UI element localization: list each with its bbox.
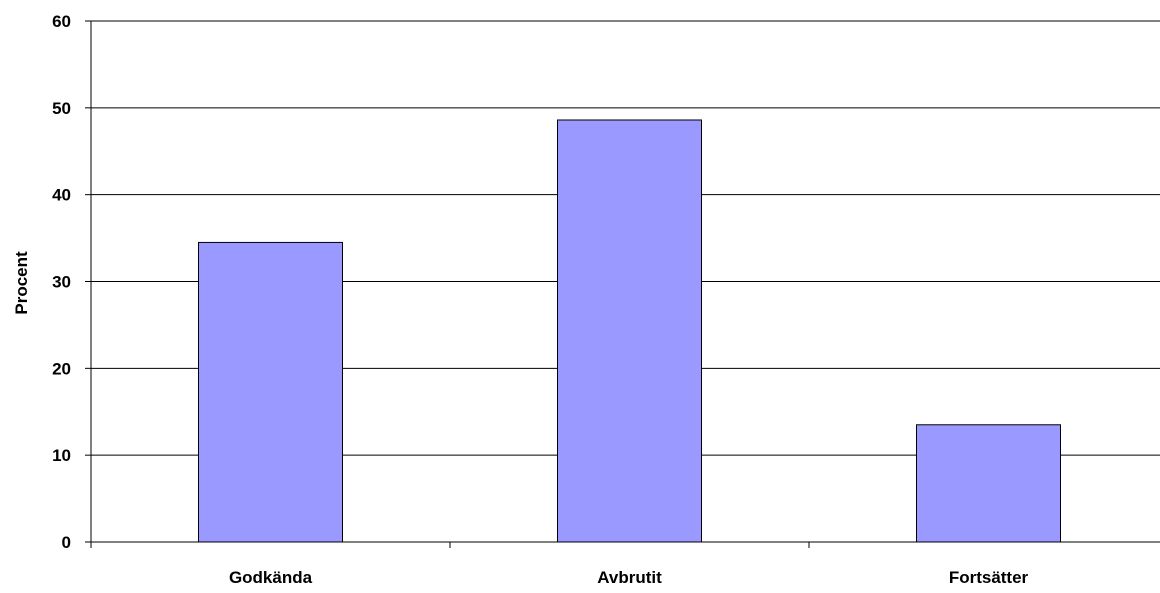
y-tick-label: 60 [52,12,71,31]
bar [916,424,1061,543]
bars [198,119,1061,543]
y-tick-label: 10 [52,446,71,465]
tick-labels: 0 10 20 30 40 50 60 Godkända Avbrutit Fortsätter [52,12,1028,587]
x-tick-label: Fortsätter [949,568,1029,587]
y-tick-label: 40 [52,186,71,205]
y-axis-label: Procent [12,251,31,315]
y-tick-label: 50 [52,99,71,118]
y-tick-label: 20 [52,359,71,378]
bar [557,119,702,543]
bar [198,241,343,543]
x-tick-label: Avbrutit [597,568,662,587]
x-tick-label: Godkända [229,568,313,587]
y-tick-label: 0 [62,533,71,552]
axes [85,20,1160,548]
y-tick-label: 30 [52,273,71,292]
